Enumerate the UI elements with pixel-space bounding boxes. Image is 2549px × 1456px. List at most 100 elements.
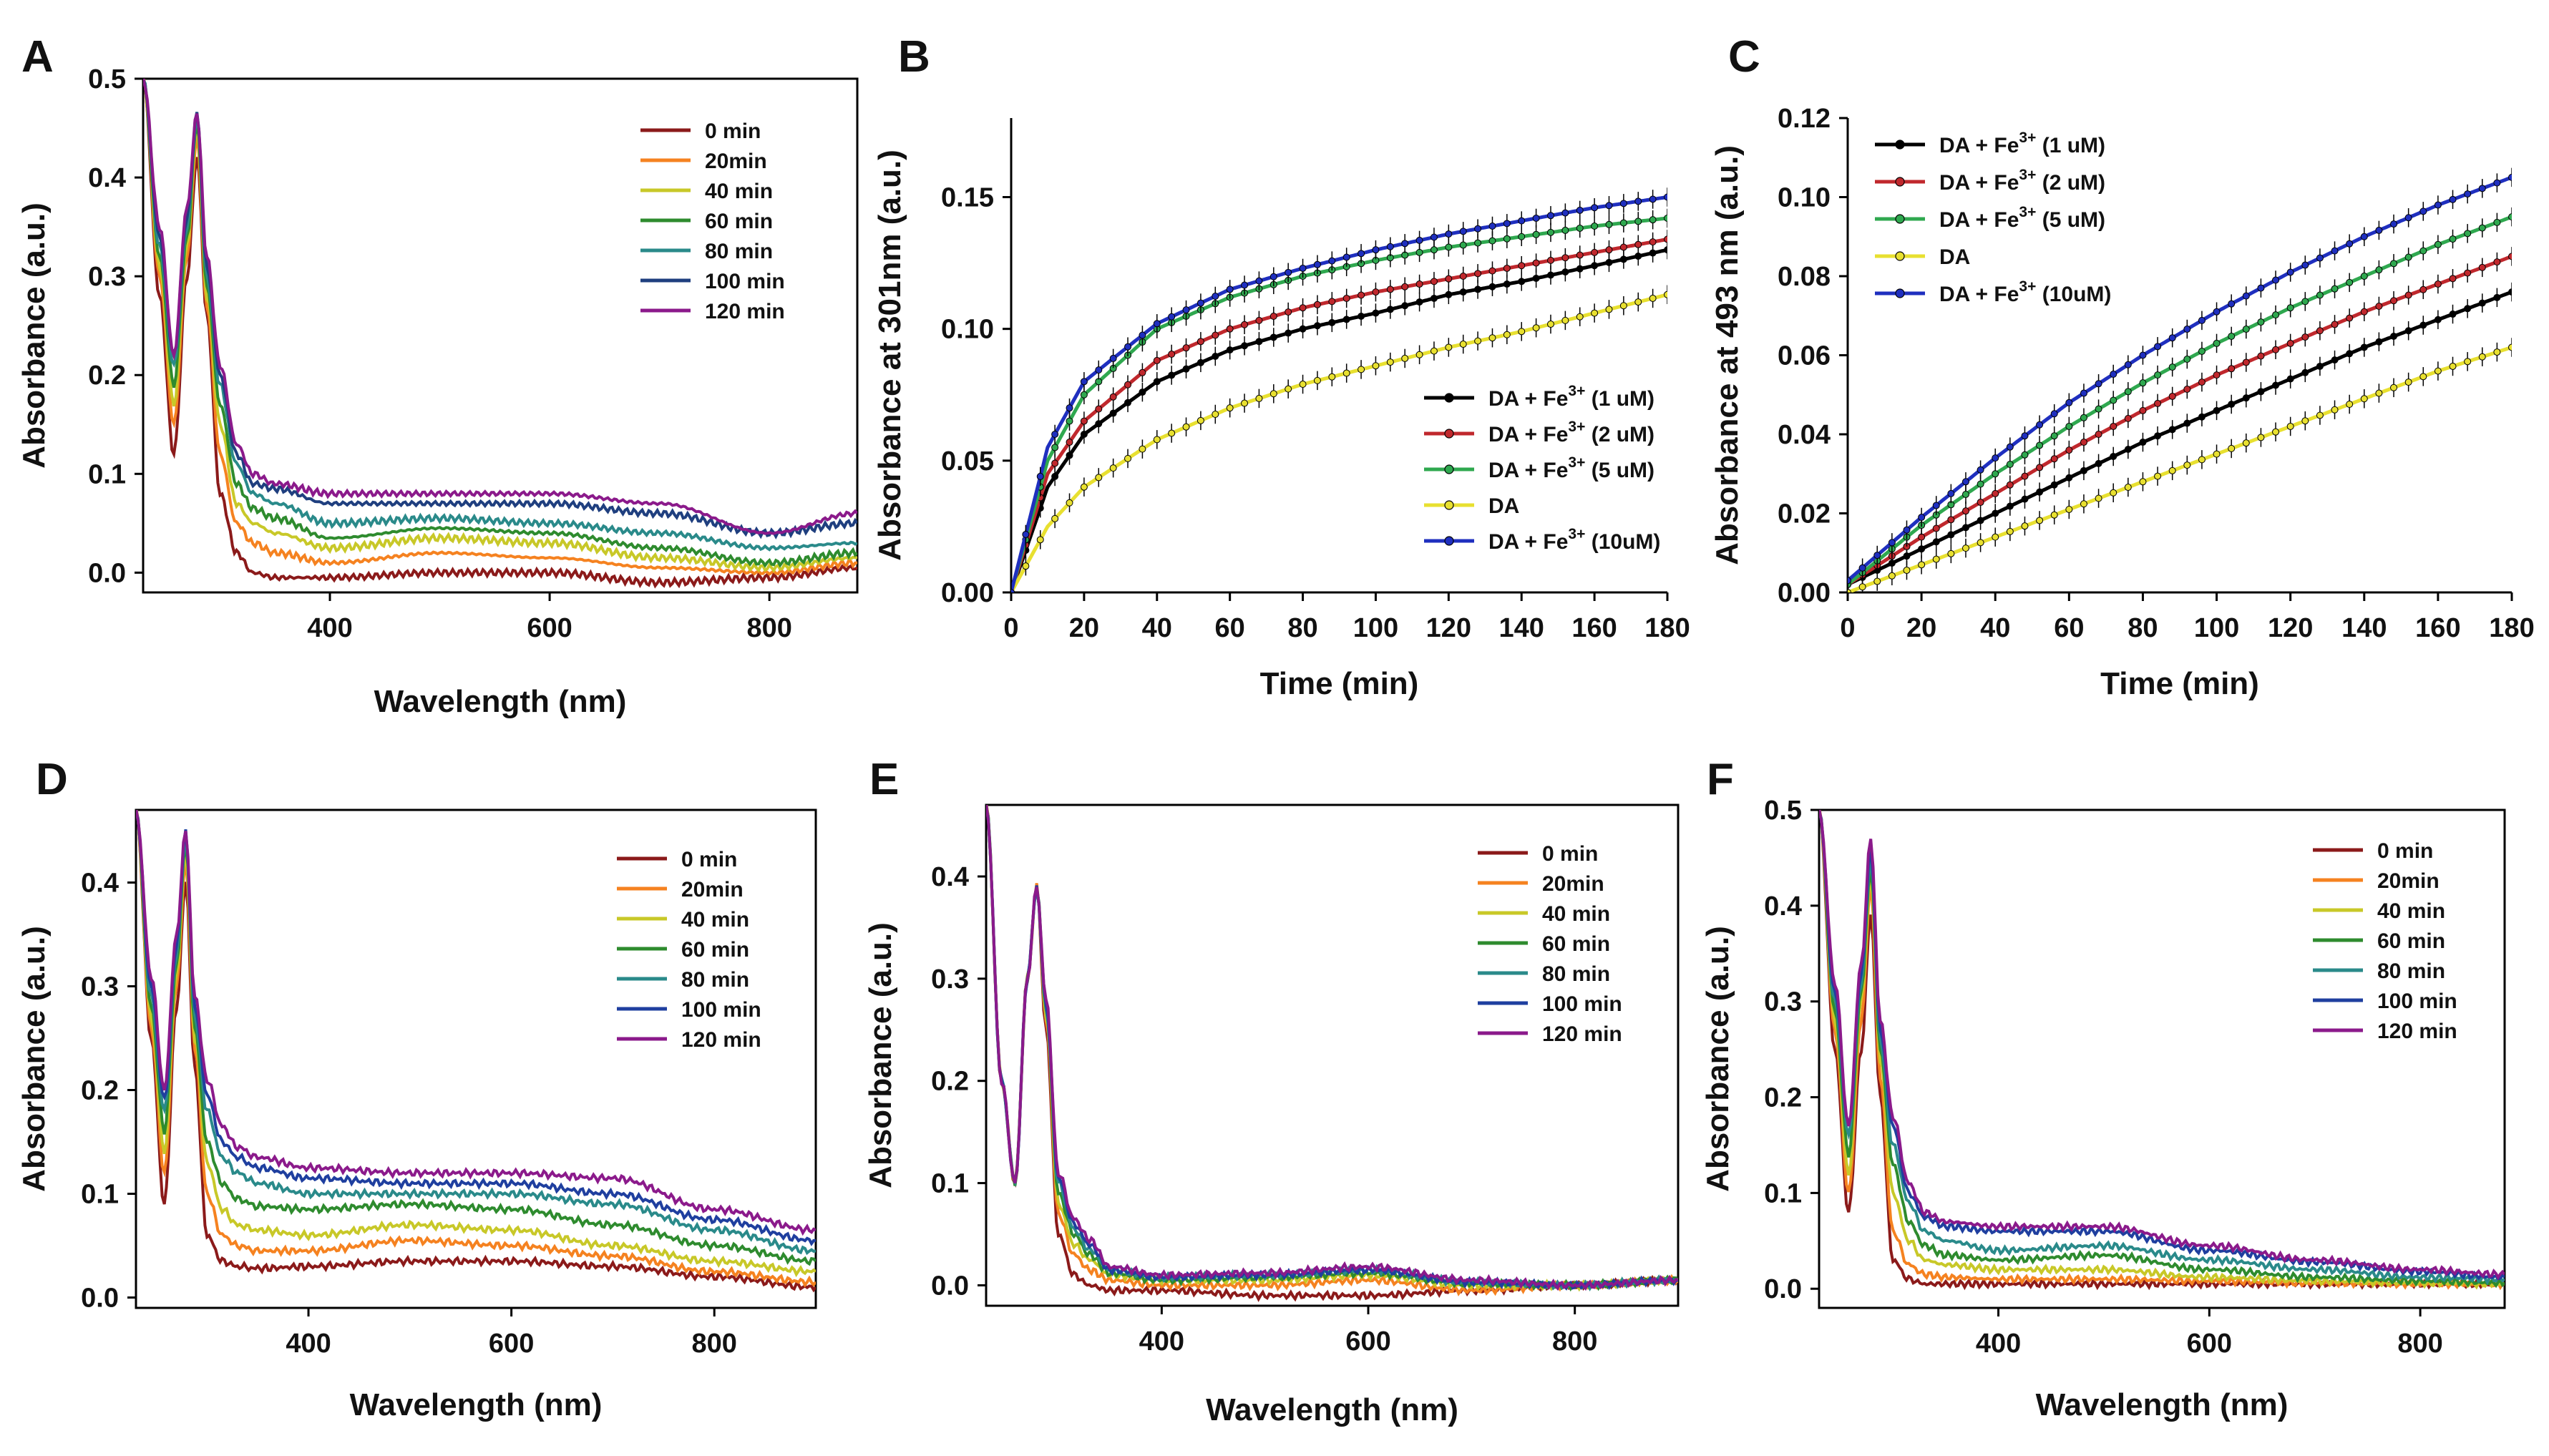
data-point [2095,459,2102,467]
data-point [1532,274,1540,282]
data-point [1372,309,1380,317]
data-point [1977,517,1984,524]
data-point [1888,539,1896,547]
data-point [1255,277,1263,285]
series-line [143,79,857,539]
data-point [1664,290,1667,298]
data-point [1269,312,1277,320]
data-point [1649,216,1657,224]
legend-label: 100 min [1542,992,1622,1016]
y-axis-title: Absorbance at 301nm (a.u.) [872,150,907,561]
x-tick-label: 120 [2268,613,2313,643]
data-point [2213,308,2221,316]
data-point [1011,589,1015,592]
y-tick-label: 0.1 [931,1169,969,1199]
panel-letter: D [36,755,68,804]
data-point [1153,356,1161,364]
data-point [2228,332,2236,340]
data-point [1445,290,1453,298]
data-point [2404,378,2412,386]
data-point [2036,488,2044,496]
data-point [2168,466,2176,474]
data-point [2095,431,2102,438]
panel-letter: E [869,755,899,804]
data-point [1591,248,1599,256]
y-tick-label: 0.02 [1778,499,1831,529]
x-tick-label: 800 [2397,1329,2442,1359]
data-point [1401,354,1409,362]
data-point [1415,236,1423,244]
data-point [2183,461,2191,469]
data-point [1269,273,1277,280]
data-point [1372,246,1380,254]
legend-label: DA + Fe3+ (10uM) [1939,278,2111,306]
data-point [1576,265,1584,273]
legend: DA + Fe3+ (1 uM) DA + Fe3+ (2 uM) DA + Fe3… [1875,130,2111,306]
data-point [2301,417,2309,425]
data-point [1664,235,1667,243]
series-line [1011,248,1667,592]
data-point [2508,253,2512,260]
data-point [2390,260,2398,268]
x-axis-title: Time (min) [1260,666,1419,701]
y-tick-label: 0.05 [941,446,994,477]
data-point [1445,343,1453,351]
data-point [2478,185,2486,192]
chart-panel-b: B 0 20 40 60 80 100 120 140 160 180 0.00 0.05 0.10 0.1… [872,32,1690,701]
data-point [1358,250,1365,258]
data-point [2139,439,2147,446]
data-point [1605,258,1613,266]
data-point [1992,470,1999,478]
data-point [2434,240,2442,248]
legend-label: 100 min [2377,990,2457,1013]
data-point [2124,388,2132,396]
data-point [2464,305,2472,313]
legend-marker [1895,214,1905,224]
data-point [1124,454,1132,462]
data-point [1328,298,1336,306]
data-point [2050,432,2058,440]
data-point [1080,378,1088,386]
data-point [1285,385,1292,393]
data-point [1401,240,1409,248]
data-point [1992,489,1999,497]
data-point [2095,380,2102,388]
data-point [1051,431,1059,438]
data-point [1474,285,1482,293]
data-point [1576,224,1584,232]
data-point [2272,346,2280,353]
data-point [2036,517,2044,524]
data-point [1664,193,1667,201]
data-point [1459,241,1467,249]
y-tick-label: 0.0 [931,1271,969,1301]
legend-marker [1444,536,1454,546]
plot-area [1011,187,1667,592]
series-line [1848,215,2512,586]
plot-frame [1818,808,2506,1309]
legend: DA + Fe3+ (1 uM) DA + Fe3+ (2 uM) DA + Fe3… [1424,383,1660,554]
data-point [1888,572,1896,580]
data-point [1182,365,1190,373]
panel-letter: C [1728,32,1760,82]
data-point [2198,413,2206,421]
data-point [2183,419,2191,427]
legend-label: 20min [2377,869,2440,893]
chart-panel-c: C 0 20 40 60 80 100 120 140 160 180 0.00 0.02 0.04 0.0… [1710,32,2535,701]
data-point [2390,383,2398,391]
y-tick-label: 0.1 [81,1180,119,1210]
data-point [1903,526,1911,534]
data-point [1401,283,1409,290]
data-point [2021,472,2029,480]
data-point [1051,514,1059,522]
data-point [2346,314,2354,322]
data-point [1255,316,1263,324]
data-point [1532,324,1540,332]
data-point [2346,278,2354,286]
data-point [1080,483,1088,491]
data-point [2080,414,2087,421]
plot-area [1848,167,2512,592]
data-point [2478,299,2486,307]
legend-label: 40 min [681,908,749,932]
data-point [2301,368,2309,376]
y-tick-label: 0.2 [88,361,126,391]
